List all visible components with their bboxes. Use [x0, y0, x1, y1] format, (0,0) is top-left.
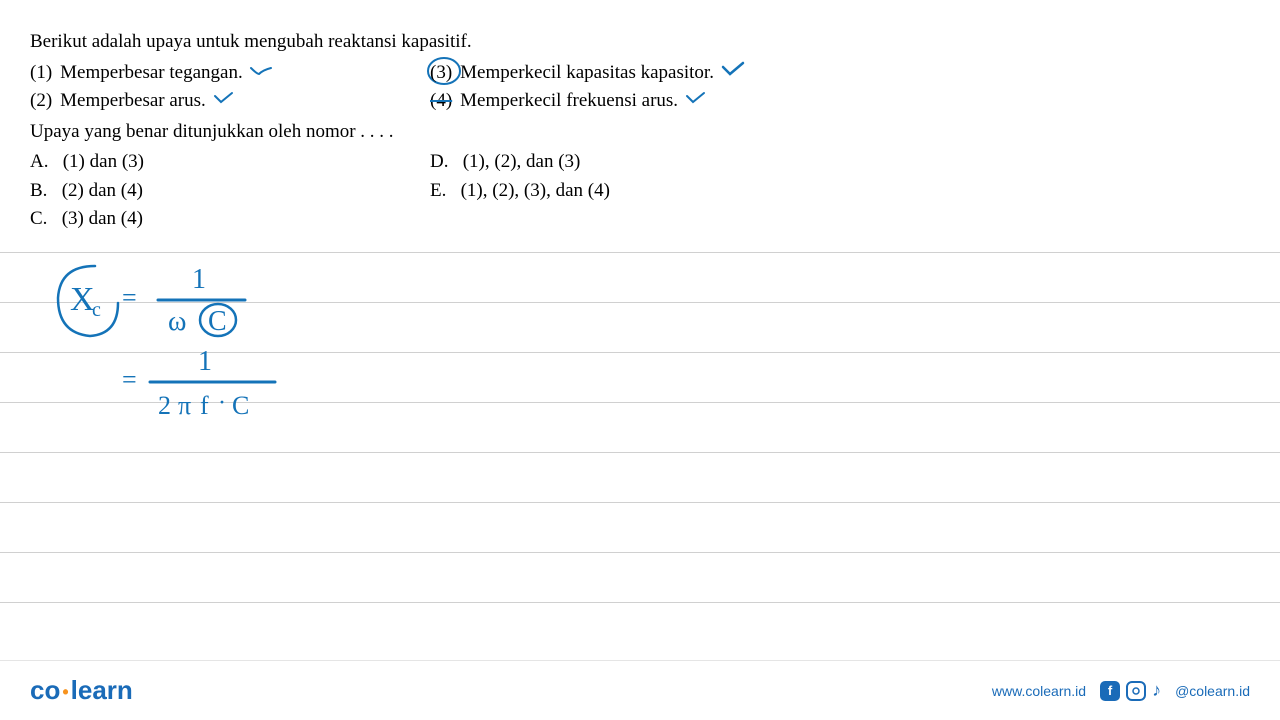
option-4: (4) Memperkecil frekuensi arus. [430, 87, 1250, 116]
answer-e-letter: E. [430, 180, 446, 201]
answer-d-letter: D. [430, 151, 448, 172]
instagram-icon[interactable] [1126, 681, 1146, 701]
check-icon [684, 87, 708, 116]
answer-a: A. (1) dan (3) [30, 148, 430, 177]
options-grid: (1) Memperbesar tegangan. (2) Memperbesa… [30, 59, 1250, 116]
logo-learn: learn [71, 675, 133, 705]
handwritten-formula: X c = 1 ω C = 1 2 π f · C [50, 258, 310, 463]
answer-d-text: (1), (2), dan (3) [463, 151, 581, 172]
svg-text:=: = [122, 365, 137, 394]
answer-a-letter: A. [30, 151, 48, 172]
check-icon [720, 59, 746, 88]
answer-e: E. (1), (2), (3), dan (4) [430, 177, 1250, 206]
question-prompt: Upaya yang benar ditunjukkan oleh nomor … [30, 118, 1250, 147]
svg-text:2: 2 [158, 391, 171, 420]
option-3-text: Memperkecil kapasitas kapasitor. [460, 59, 714, 88]
svg-text:·: · [218, 390, 226, 416]
option-3: (3) Memperkecil kapasitas kapasitor. [430, 59, 1250, 88]
tiktok-icon[interactable]: ♪ [1152, 680, 1161, 701]
answer-c-letter: C. [30, 208, 47, 229]
logo-co: co [30, 675, 60, 705]
answer-b-text: (2) dan (4) [62, 180, 143, 201]
option-1: (1) Memperbesar tegangan. [30, 59, 430, 88]
svg-text:f: f [200, 391, 209, 420]
social-icons: f ♪ [1100, 680, 1161, 701]
question-intro: Berikut adalah upaya untuk mengubah reak… [30, 28, 1250, 57]
check-icon [212, 87, 236, 116]
footer: co•learn www.colearn.id f ♪ @colearn.id [0, 660, 1280, 720]
svg-text:π: π [178, 391, 191, 420]
option-3-num: (3) [430, 59, 452, 88]
answer-e-text: (1), (2), (3), dan (4) [461, 180, 610, 201]
check-icon [249, 59, 273, 88]
option-2: (2) Memperbesar arus. [30, 87, 430, 116]
svg-text:=: = [122, 283, 137, 312]
answer-c-text: (3) dan (4) [62, 208, 143, 229]
svg-text:ω: ω [168, 306, 186, 337]
option-4-text: Memperkecil frekuensi arus. [460, 87, 678, 116]
svg-text:X: X [70, 281, 95, 318]
svg-text:C: C [232, 391, 249, 420]
facebook-icon[interactable]: f [1100, 681, 1120, 701]
answers-grid: A. (1) dan (3) B. (2) dan (4) C. (3) dan… [30, 148, 1250, 234]
answer-d: D. (1), (2), dan (3) [430, 148, 1250, 177]
answer-c: C. (3) dan (4) [30, 205, 430, 234]
option-1-num: (1) [30, 59, 52, 88]
logo: co•learn [30, 675, 133, 706]
option-2-num: (2) [30, 87, 52, 116]
svg-text:C: C [208, 306, 227, 337]
option-1-text: Memperbesar tegangan. [60, 59, 243, 88]
svg-text:c: c [92, 299, 101, 321]
svg-text:1: 1 [198, 346, 212, 377]
answer-b: B. (2) dan (4) [30, 177, 430, 206]
social-handle: @colearn.id [1175, 683, 1250, 699]
website-link[interactable]: www.colearn.id [992, 683, 1086, 699]
logo-dot-icon: • [62, 682, 68, 702]
answer-b-letter: B. [30, 180, 47, 201]
option-2-text: Memperbesar arus. [60, 87, 206, 116]
svg-text:1: 1 [192, 264, 206, 295]
answer-a-text: (1) dan (3) [63, 151, 144, 172]
